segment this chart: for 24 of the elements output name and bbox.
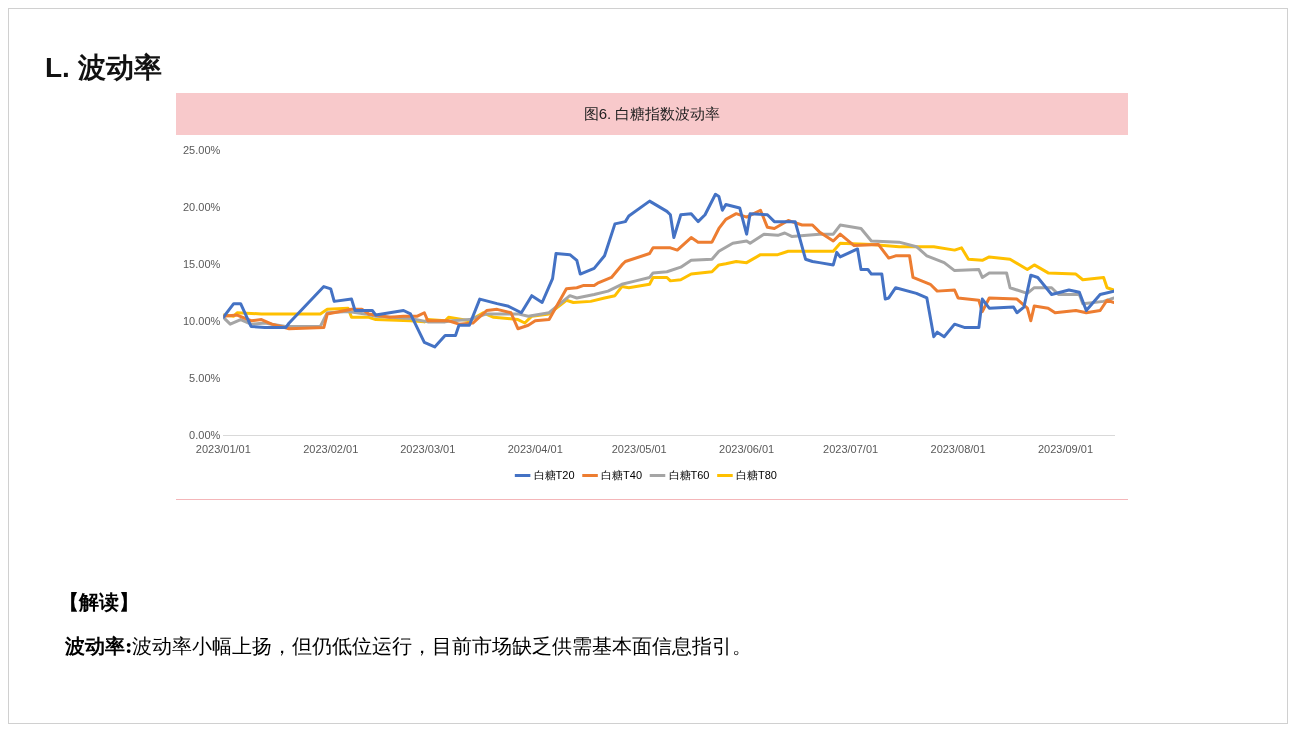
legend-label: 白糖T40 bbox=[601, 468, 643, 481]
x-tick-label: 2023/04/01 bbox=[507, 443, 563, 456]
x-tick-label: 2023/08/01 bbox=[930, 443, 986, 456]
x-tick-label: 2023/06/01 bbox=[719, 443, 775, 456]
x-tick-label: 2023/02/01 bbox=[303, 443, 359, 456]
x-tick-label: 2023/07/01 bbox=[823, 443, 879, 456]
y-tick-label: 10.00% bbox=[183, 314, 221, 327]
y-tick-label: 5.00% bbox=[189, 371, 221, 384]
x-tick-label: 2023/05/01 bbox=[611, 443, 667, 456]
x-tick-label: 2023/09/01 bbox=[1037, 443, 1094, 456]
text: 波动率: bbox=[65, 634, 133, 658]
legend-label: 白糖T80 bbox=[735, 468, 777, 481]
chart-title: 图6. 白糖指数波动率 bbox=[176, 93, 1128, 135]
text: L. 波动率 bbox=[45, 51, 162, 85]
x-tick-label: 2023/03/01 bbox=[400, 443, 456, 456]
y-tick-label: 15.00% bbox=[183, 257, 221, 270]
y-tick-label: 0.00% bbox=[189, 428, 221, 441]
text: 【解读】 bbox=[59, 589, 139, 616]
x-tick-label: 2023/01/01 bbox=[195, 443, 251, 456]
text: 波动率小幅上扬，但仍低位运行，目前市场缺乏供需基本面信息指引。 bbox=[132, 634, 753, 658]
legend-label: 白糖T60 bbox=[668, 468, 710, 481]
y-tick-label: 20.00% bbox=[183, 200, 221, 213]
y-tick-label: 25.00% bbox=[183, 144, 221, 157]
legend-label: 白糖T20 bbox=[533, 468, 575, 481]
